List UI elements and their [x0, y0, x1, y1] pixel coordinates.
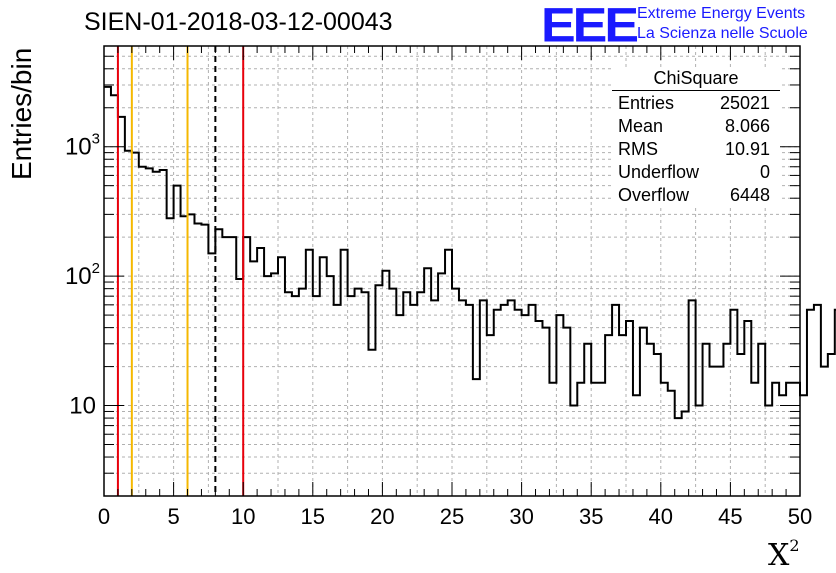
x-tick-label: 20 — [370, 504, 394, 529]
x-tick-label: 45 — [718, 504, 742, 529]
stats-label: Mean — [618, 116, 664, 136]
x-tick-label: 35 — [579, 504, 603, 529]
eee-logo-text: Extreme Energy Events La Scienza nelle S… — [637, 4, 808, 44]
x-axis-label: X2 — [768, 536, 800, 573]
stats-label: RMS — [618, 139, 658, 159]
x-axis-label-base: X — [768, 538, 790, 573]
x-tick-label: 30 — [509, 504, 533, 529]
y-tick-label: 10 — [69, 393, 96, 420]
stats-label: Underflow — [618, 162, 700, 182]
stats-title: ChiSquare — [653, 68, 739, 88]
x-tick-label: 50 — [788, 504, 812, 529]
stats-row-entries: Entries 25021 — [618, 93, 770, 115]
x-axis-label-sup: 2 — [789, 536, 800, 555]
stats-value: 10.91 — [724, 139, 770, 159]
eee-logo-mark: EEE — [541, 0, 639, 53]
chart-title: SIEN-01-2018-03-12-00043 — [84, 8, 393, 36]
x-tick-label: 0 — [98, 504, 110, 529]
y-ticks — [104, 45, 800, 497]
stats-row-rms: RMS 10.91 — [618, 139, 770, 161]
x-tick-label: 40 — [649, 504, 673, 529]
y-axis-label: Entries/bin — [6, 47, 37, 180]
histogram-line — [104, 85, 836, 420]
stats-label: Entries — [618, 93, 675, 113]
stats-row-overflow: Overflow 6448 — [618, 185, 770, 207]
x-tick-label: 15 — [301, 504, 325, 529]
stats-label: Overflow — [618, 185, 690, 205]
x-tick-label: 10 — [231, 504, 255, 529]
y-tick-label: 103 — [65, 131, 100, 161]
stats-row-mean: Mean 8.066 — [618, 116, 770, 138]
x-tick-label: 5 — [167, 504, 179, 529]
stats-value: 6448 — [729, 185, 770, 205]
stats-value: 0 — [759, 162, 770, 182]
eee-logo-line1: Extreme Energy Events — [637, 5, 806, 22]
stats-divider — [612, 90, 780, 91]
x-ticks — [103, 46, 801, 496]
stats-row-underflow: Underflow 0 — [618, 162, 770, 184]
eee-logo-line2: La Scienza nelle Scuole — [637, 25, 808, 42]
stats-box: ChiSquare Entries 25021 Mean 8.066 RMS 1… — [612, 68, 780, 208]
stats-value: 25021 — [719, 93, 770, 113]
stats-value: 8.066 — [724, 116, 770, 136]
y-tick-label: 102 — [65, 260, 100, 290]
x-tick-label: 25 — [440, 504, 464, 529]
